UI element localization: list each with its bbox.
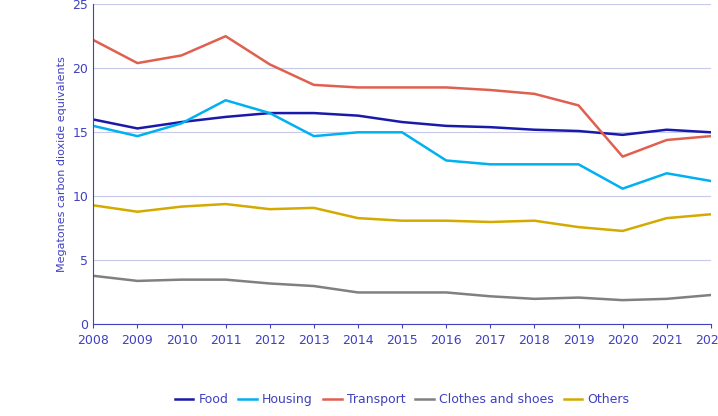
Clothes and shoes [530, 296, 538, 301]
Others [354, 215, 363, 220]
Housing [574, 162, 583, 167]
Line: Food: Food [93, 113, 711, 135]
Transport [177, 53, 186, 58]
Housing [309, 134, 318, 139]
Food [707, 130, 715, 135]
Clothes and shoes [707, 292, 715, 297]
Transport [309, 82, 318, 87]
Food [442, 124, 450, 129]
Line: Others: Others [93, 204, 711, 231]
Transport [221, 34, 230, 39]
Housing [133, 134, 141, 139]
Others [707, 212, 715, 217]
Food [618, 132, 627, 137]
Food [177, 119, 186, 124]
Clothes and shoes [266, 281, 274, 286]
Food [574, 129, 583, 134]
Food [266, 111, 274, 116]
Others [574, 225, 583, 230]
Transport [618, 154, 627, 159]
Transport [354, 85, 363, 90]
Others [221, 201, 230, 206]
Clothes and shoes [354, 290, 363, 295]
Others [398, 218, 406, 223]
Housing [177, 121, 186, 126]
Others [618, 228, 627, 233]
Transport [398, 85, 406, 90]
Housing [486, 162, 495, 167]
Housing [442, 158, 450, 163]
Food [309, 111, 318, 116]
Clothes and shoes [177, 277, 186, 282]
Clothes and shoes [486, 294, 495, 299]
Housing [354, 130, 363, 135]
Others [89, 203, 98, 208]
Transport [530, 92, 538, 97]
Others [133, 209, 141, 214]
Clothes and shoes [221, 277, 230, 282]
Clothes and shoes [89, 273, 98, 278]
Food [663, 127, 671, 132]
Food [354, 113, 363, 118]
Transport [707, 134, 715, 139]
Transport [266, 62, 274, 67]
Transport [133, 61, 141, 66]
Others [177, 204, 186, 209]
Transport [663, 137, 671, 142]
Clothes and shoes [133, 278, 141, 283]
Housing [221, 98, 230, 103]
Transport [89, 37, 98, 42]
Others [309, 206, 318, 210]
Food [89, 117, 98, 122]
Transport [574, 103, 583, 108]
Line: Transport: Transport [93, 36, 711, 157]
Others [530, 218, 538, 223]
Clothes and shoes [398, 290, 406, 295]
Clothes and shoes [442, 290, 450, 295]
Y-axis label: Megatones carbon dioxide equivalents: Megatones carbon dioxide equivalents [57, 57, 67, 272]
Others [442, 218, 450, 223]
Housing [618, 186, 627, 191]
Food [133, 126, 141, 131]
Housing [663, 171, 671, 176]
Line: Housing: Housing [93, 100, 711, 189]
Transport [486, 87, 495, 92]
Housing [266, 111, 274, 116]
Housing [707, 178, 715, 183]
Food [530, 127, 538, 132]
Legend: Food, Housing, Transport, Clothes and shoes, Others: Food, Housing, Transport, Clothes and sh… [169, 389, 635, 411]
Food [398, 119, 406, 124]
Housing [398, 130, 406, 135]
Transport [442, 85, 450, 90]
Housing [530, 162, 538, 167]
Line: Clothes and shoes: Clothes and shoes [93, 276, 711, 300]
Others [486, 220, 495, 225]
Clothes and shoes [309, 284, 318, 289]
Clothes and shoes [574, 295, 583, 300]
Food [486, 125, 495, 130]
Food [221, 114, 230, 119]
Clothes and shoes [663, 296, 671, 301]
Clothes and shoes [618, 297, 627, 302]
Others [663, 215, 671, 220]
Housing [89, 124, 98, 129]
Others [266, 207, 274, 212]
